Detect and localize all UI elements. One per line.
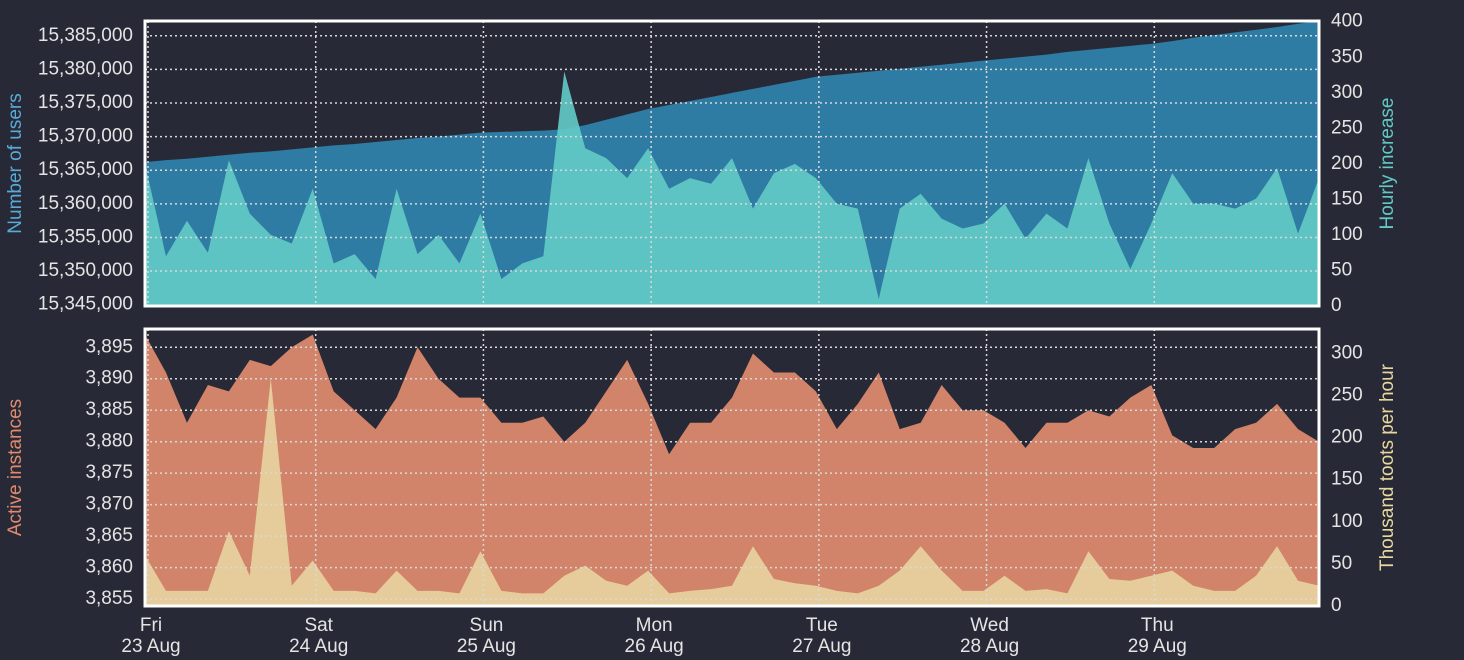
y2-tick-label: 150	[1331, 469, 1363, 490]
x-tick-label: Tue 27 Aug	[792, 615, 852, 657]
y2-tick-label: 100	[1331, 224, 1363, 245]
y-tick-label: 15,365,000	[38, 159, 133, 180]
y-tick-label: 3,855	[85, 588, 133, 609]
y2-tick-label: 400	[1331, 11, 1363, 32]
plot-frame	[143, 327, 1321, 608]
y-tick-label: 15,385,000	[38, 25, 133, 46]
y-tick-label: 15,380,000	[38, 58, 133, 79]
area	[145, 71, 1319, 306]
y-tick-label: 15,370,000	[38, 126, 133, 147]
y-tick-label: 3,875	[85, 462, 133, 483]
y2-tick-label: 0	[1331, 295, 1342, 316]
y-tick-label: 3,880	[85, 431, 133, 452]
y-tick-label: 3,890	[85, 368, 133, 389]
y2-tick-label: 50	[1331, 259, 1352, 280]
y2-axis-title: Thousand toots per hour	[1377, 363, 1398, 571]
y2-tick-label: 250	[1331, 385, 1363, 406]
y2-tick-label: 200	[1331, 427, 1363, 448]
y2-tick-label: 150	[1331, 188, 1363, 209]
y-axis-title: Active instances	[5, 399, 26, 536]
y2-tick-label: 300	[1331, 342, 1363, 363]
y2-axis-title: Hourly increase	[1377, 98, 1398, 230]
y2-tick-label: 100	[1331, 511, 1363, 532]
plot-frame	[143, 19, 1321, 308]
x-tick-label: Thu 29 Aug	[1127, 615, 1187, 657]
y2-tick-label: 350	[1331, 46, 1363, 67]
y-tick-label: 3,860	[85, 557, 133, 578]
y2-tick-label: 200	[1331, 153, 1363, 174]
y-tick-label: 15,355,000	[38, 226, 133, 247]
y-axis-title: Number of users	[5, 93, 26, 233]
x-tick-label: Wed 28 Aug	[959, 615, 1020, 657]
y-tick-label: 3,870	[85, 494, 133, 515]
y-tick-label: 15,360,000	[38, 193, 133, 214]
y-tick-label: 3,865	[85, 525, 133, 546]
y2-tick-label: 50	[1331, 553, 1352, 574]
y-tick-label: 15,350,000	[38, 260, 133, 281]
x-tick-label: Fri 23 Aug	[121, 615, 181, 657]
y2-tick-label: 300	[1331, 82, 1363, 103]
area	[145, 378, 1319, 606]
x-tick-label: Sun 25 Aug	[456, 615, 516, 657]
y-tick-label: 15,375,000	[38, 92, 133, 113]
area	[145, 334, 1319, 606]
y-tick-label: 15,345,000	[38, 294, 133, 315]
x-tick-label: Mon 26 Aug	[624, 615, 684, 657]
y2-tick-label: 250	[1331, 117, 1363, 138]
x-tick-label: Sat 24 Aug	[289, 615, 349, 657]
y-tick-label: 3,885	[85, 399, 133, 420]
y2-tick-label: 0	[1331, 595, 1342, 616]
y-tick-label: 3,895	[85, 336, 133, 357]
